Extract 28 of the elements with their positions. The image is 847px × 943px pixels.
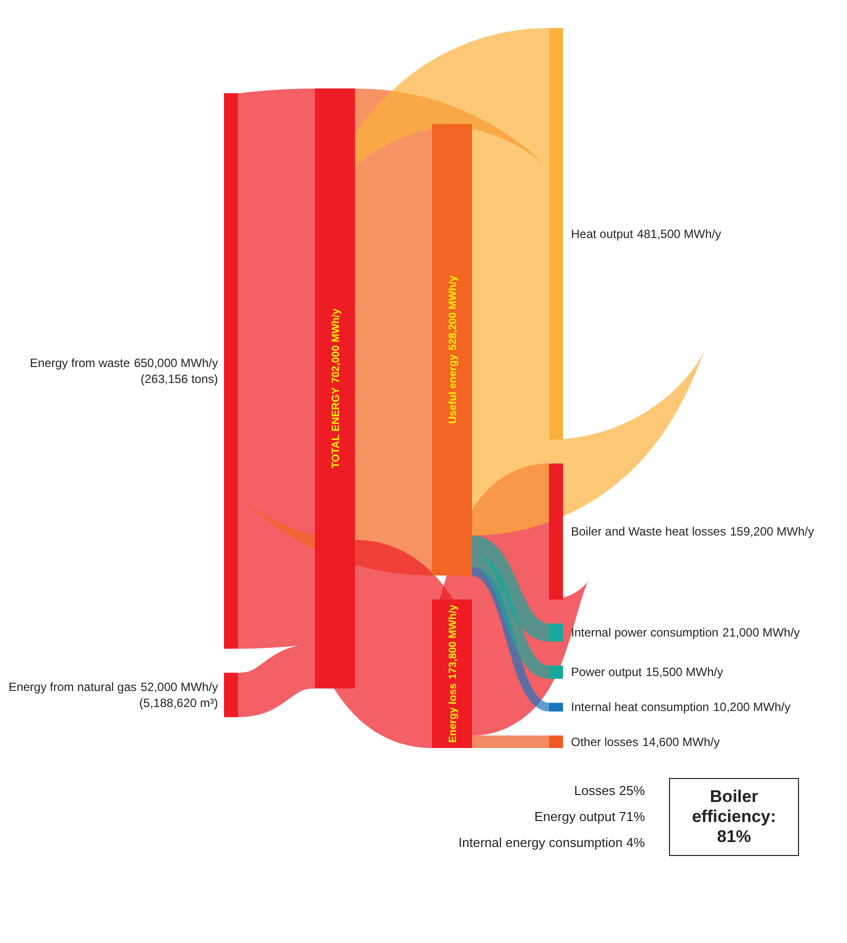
category-label: Other losses bbox=[571, 734, 638, 749]
data-label: 52,000 MWh/y bbox=[140, 680, 218, 694]
data-label: 14,600 MWh/y bbox=[642, 734, 720, 749]
text: Energy output 71% bbox=[533, 808, 645, 826]
category-label: Energy loss bbox=[447, 683, 459, 743]
category-label: Heat output bbox=[571, 226, 634, 241]
category-label: Internal heat consumption bbox=[571, 700, 710, 714]
text: Losses 25% bbox=[573, 782, 645, 800]
text: Boiler efficiency: 81% bbox=[669, 778, 799, 856]
category-label: Power output bbox=[571, 665, 642, 680]
data-label: 481,500 MWh/y bbox=[637, 226, 722, 241]
data-label: 10,200 MWh/y bbox=[713, 700, 790, 714]
data-label: 650,000 MWh/y bbox=[134, 356, 218, 370]
category-label: Energy from waste bbox=[30, 356, 130, 370]
category-label: Useful energy bbox=[447, 354, 459, 424]
data-label: 21,000 MWh/y bbox=[722, 626, 800, 640]
text: (263,156 tons) bbox=[140, 372, 218, 386]
text: (5,188,620 m³) bbox=[139, 696, 218, 710]
data-label: 702,000 MWh/y bbox=[330, 308, 342, 384]
text: Internal energy consumption 4% bbox=[458, 834, 645, 852]
data-label: 173,800 MWh/y bbox=[447, 604, 459, 680]
data-label: 159,200 MWh/y bbox=[730, 524, 814, 539]
category-label: TOTAL ENERGY bbox=[330, 387, 342, 468]
category-label: Internal power consumption bbox=[571, 626, 718, 640]
data-label: 15,500 MWh/y bbox=[646, 665, 724, 680]
data-label: 528,200 MWh/y bbox=[447, 275, 459, 350]
category-label: Boiler and Waste heat losses bbox=[571, 524, 726, 539]
category-label: Energy from natural gas bbox=[8, 680, 137, 694]
